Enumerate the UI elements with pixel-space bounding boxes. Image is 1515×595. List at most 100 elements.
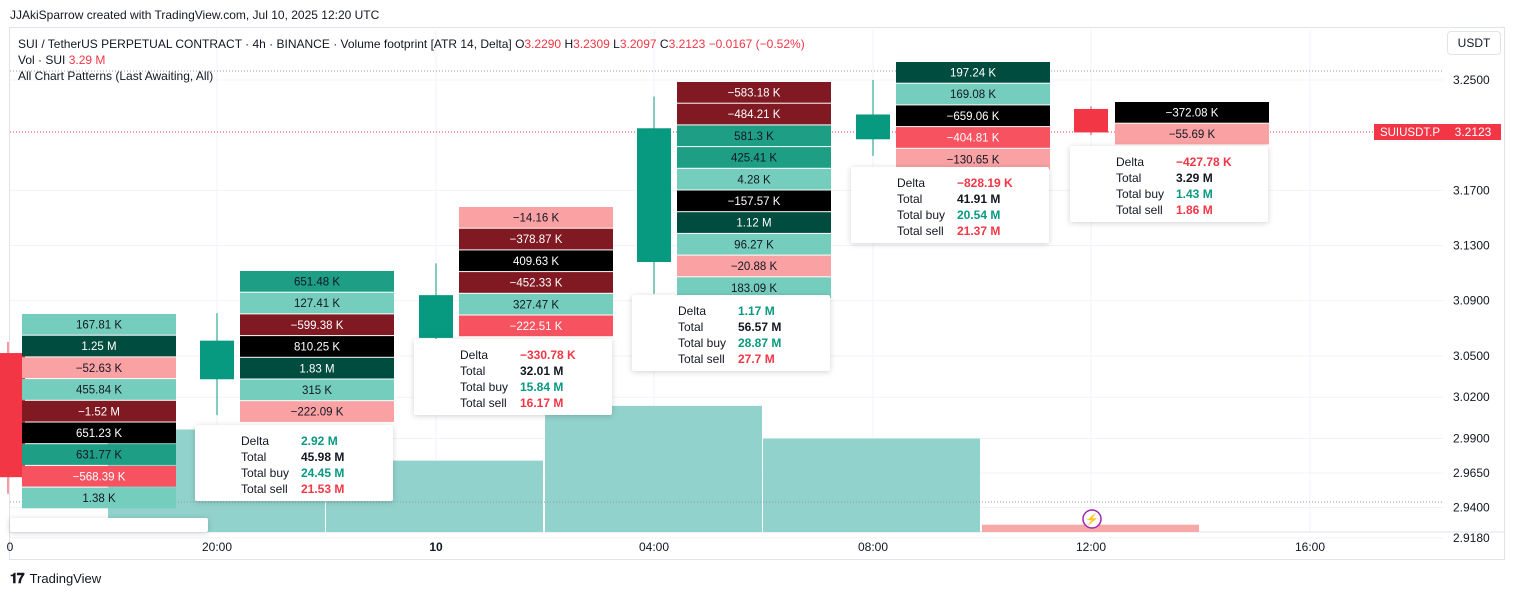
- y-tick-label: 3.1300: [1453, 238, 1490, 252]
- summary-label: Total buy: [897, 208, 945, 222]
- summary-value: 27.7 M: [738, 352, 775, 366]
- summary-label: Total: [1116, 171, 1141, 185]
- footprint-cell-label: 425.41 K: [731, 153, 777, 165]
- volume-label: Vol · SUI: [18, 53, 66, 67]
- footprint-cell: [677, 255, 831, 277]
- footprint-cell-label: 631.77 K: [76, 450, 122, 462]
- ohlc-change-value: −0.0167 (−0.52%): [708, 37, 805, 51]
- patterns-label: All Chart Patterns (Last Awaiting, All): [18, 69, 214, 83]
- footprint-cell-label: 4.28 K: [737, 174, 771, 186]
- footprint-cell: [459, 315, 613, 337]
- footprint-cell: [677, 212, 831, 233]
- ohlc-close-value: 3.2123: [668, 37, 706, 51]
- footprint-cell: [459, 207, 613, 228]
- summary-label: Total buy: [241, 466, 289, 480]
- footprint-cell-label: 183.09 K: [731, 283, 777, 295]
- footprint-cell: [22, 465, 176, 487]
- footprint-cell-label: −130.65 K: [947, 154, 1000, 166]
- summary-label: Total sell: [460, 396, 507, 410]
- summary-panel: [414, 339, 612, 415]
- summary-value: 15.84 M: [520, 380, 563, 394]
- symbol-title: SUI / TetherUS PERPETUAL CONTRACT · 4h ·…: [18, 37, 512, 51]
- footprint-cell-label: 409.63 K: [513, 256, 559, 268]
- summary-value: 1.86 M: [1176, 203, 1213, 217]
- summary-value: 21.37 M: [957, 224, 1000, 238]
- currency-unit-button[interactable]: USDT: [1447, 31, 1501, 55]
- footprint-cell: [22, 400, 176, 422]
- symbol-legend-row[interactable]: SUI / TetherUS PERPETUAL CONTRACT · 4h ·…: [18, 36, 805, 52]
- ohlc-open-label: O: [515, 37, 525, 51]
- summary-label: Delta: [897, 176, 925, 190]
- ohlc-low-label: L: [613, 37, 620, 51]
- footprint-cell: [22, 487, 176, 509]
- footprint-cell: [896, 83, 1050, 105]
- footprint-cell: [677, 125, 831, 147]
- footprint-cell: [22, 357, 176, 379]
- summary-value: 56.57 M: [738, 320, 781, 334]
- footprint-cell: [459, 250, 613, 272]
- footprint-cell-label: 197.24 K: [950, 68, 996, 80]
- footprint-cell: [459, 272, 613, 293]
- summary-value: 2.92 M: [301, 434, 338, 448]
- summary-value: 28.87 M: [738, 336, 781, 350]
- summary-value: 24.45 M: [301, 466, 344, 480]
- footprint-cell: [22, 335, 176, 357]
- footprint-cell: [896, 148, 1050, 170]
- footprint-cell-label: −52.63 K: [76, 363, 123, 375]
- footprint-cell-label: −55.69 K: [1169, 129, 1216, 141]
- summary-panel: [195, 425, 393, 501]
- footprint-cell: [896, 105, 1050, 127]
- footprint-cell-label: 1.83 M: [299, 363, 334, 375]
- footprint-cell-label: 1.25 M: [81, 341, 116, 353]
- footprint-cell: [1115, 123, 1269, 145]
- footprint-cell-label: −14.16 K: [513, 213, 560, 225]
- candle-body: [0, 353, 25, 478]
- footprint-cell-label: 581.3 K: [734, 131, 774, 143]
- footprint-cell: [240, 379, 394, 401]
- footprint-cell: [677, 233, 831, 255]
- footprint-cell: [677, 190, 831, 212]
- footprint-cell: [240, 357, 394, 379]
- y-tick-label: 3.0900: [1453, 294, 1490, 308]
- footprint-cell-label: 327.47 K: [513, 299, 559, 311]
- footprint-cell-label: 1.38 K: [82, 493, 116, 505]
- summary-value: 21.53 M: [301, 482, 344, 496]
- footprint-cell: [459, 228, 613, 250]
- patterns-legend-row[interactable]: All Chart Patterns (Last Awaiting, All): [18, 68, 805, 84]
- summary-panel: [10, 518, 208, 532]
- y-tick-label: 3.0200: [1453, 390, 1490, 404]
- summary-value: 1.17 M: [738, 304, 775, 318]
- volume-bar: [763, 438, 980, 532]
- footprint-cell-label: 455.84 K: [76, 385, 122, 397]
- lightning-glyph: ⚡: [1085, 513, 1099, 526]
- footprint-cell-label: 127.41 K: [294, 298, 340, 310]
- footprint-cell-label: 167.81 K: [76, 320, 122, 332]
- y-tick-label: 2.9900: [1453, 432, 1490, 446]
- summary-panel: [1070, 146, 1268, 222]
- footprint-cell-label: −404.81 K: [947, 133, 1000, 145]
- footprint-cell: [22, 379, 176, 400]
- symbol-price-tag: [1374, 123, 1446, 140]
- summary-value: 1.43 M: [1176, 187, 1213, 201]
- ohlc-low-value: 3.2097: [619, 37, 657, 51]
- candle-body: [200, 340, 234, 380]
- footprint-cell-label: 315 K: [302, 385, 332, 397]
- footer-brand[interactable]: 𝟏𝟕 TradingView: [10, 570, 101, 587]
- footprint-cell-label: −599.38 K: [291, 320, 344, 332]
- candle-body: [1074, 108, 1108, 133]
- current-price-tag: [1446, 123, 1501, 140]
- summary-label: Total: [897, 192, 922, 206]
- footprint-cell: [240, 314, 394, 336]
- footprint-cell: [896, 62, 1050, 83]
- footprint-cell: [896, 127, 1050, 148]
- footprint-cell-label: −222.51 K: [510, 321, 563, 333]
- footprint-cell: [677, 82, 831, 103]
- summary-label: Delta: [1116, 155, 1144, 169]
- summary-panel: [851, 167, 1049, 243]
- footprint-cell-label: 169.08 K: [950, 89, 996, 101]
- x-tick-label: 04:00: [639, 540, 669, 554]
- volume-bar: [545, 405, 762, 532]
- volume-legend-row[interactable]: Vol · SUI 3.29 M: [18, 52, 805, 68]
- footprint-cell-label: −378.87 K: [510, 234, 563, 246]
